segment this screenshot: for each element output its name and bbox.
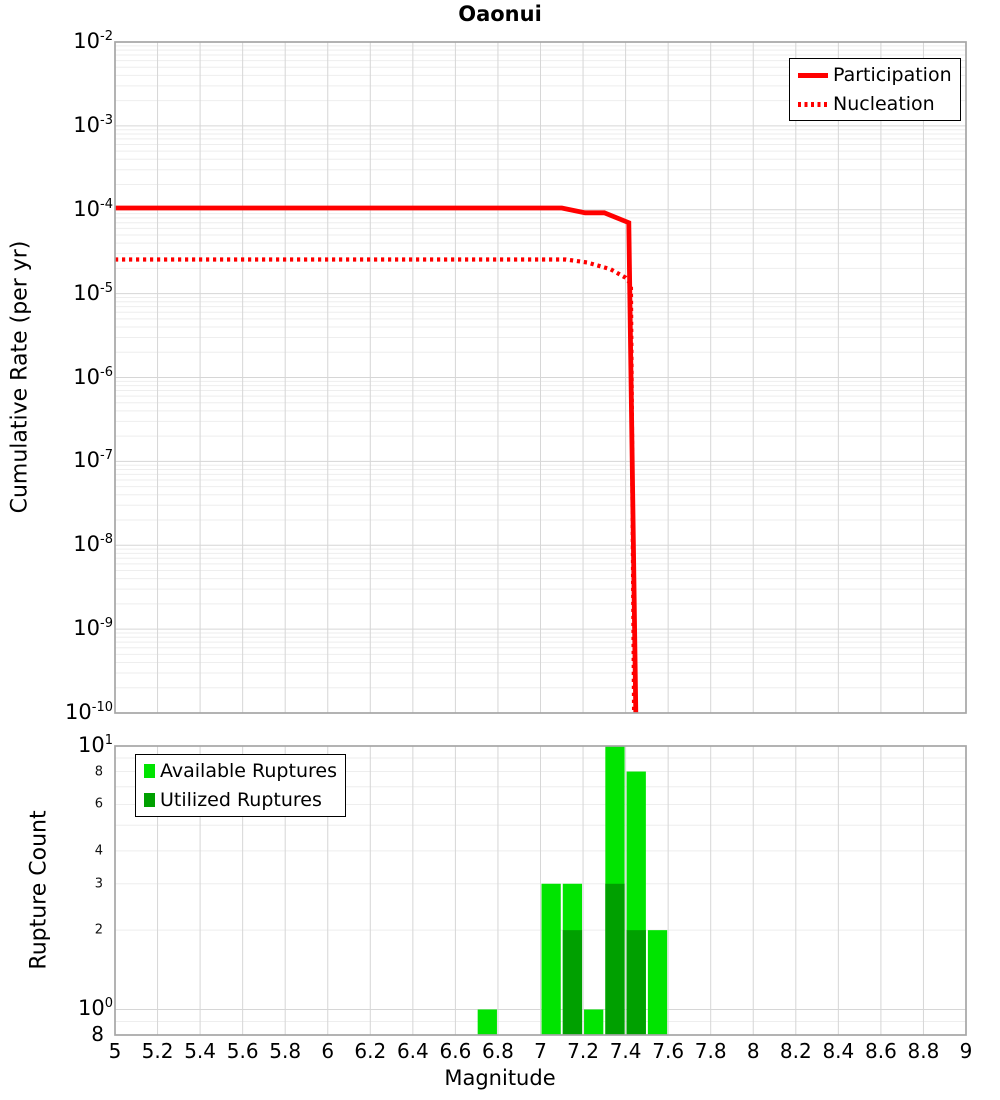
bottom-y-minor-tick-label: 6 [94, 796, 103, 812]
utilized-bar [562, 930, 583, 1035]
x-tick-label: 8.4 [822, 1039, 855, 1063]
x-tick-label: 7.4 [609, 1039, 642, 1063]
x-tick-label: 5.6 [226, 1039, 259, 1063]
legend-label-utilized: Utilized Ruptures [160, 789, 322, 811]
available-bar [477, 1009, 497, 1035]
top-y-tick-label: 10-7 [73, 448, 113, 473]
participation-line [115, 205, 639, 713]
top-y-tick-label: 10-2 [73, 29, 113, 54]
available-bar [541, 883, 561, 1035]
x-tick-label: 9 [959, 1039, 973, 1063]
utilized-bar [626, 930, 646, 1035]
bottom-y-axis-label: Rupture Count [26, 810, 52, 970]
utilized-ruptures-swatch [144, 793, 155, 807]
x-tick-label: 8 [746, 1039, 760, 1063]
x-tick-label: 6.6 [439, 1039, 472, 1063]
x-tick-label: 7.8 [694, 1039, 727, 1063]
top-y-tick-label: 10-3 [73, 112, 113, 137]
top-y-tick-label: 10-10 [65, 700, 113, 725]
rate-lines [115, 205, 639, 713]
top-y-tick-label: 10-5 [73, 280, 113, 305]
bottom-y-minor-tick-label: 8 [94, 764, 103, 780]
bottom-y-minor-tick-label: 3 [94, 876, 103, 892]
legend-label-participation: Participation [833, 64, 952, 86]
top-y-axis-label: Cumulative Rate (per yr) [7, 240, 33, 514]
top-y-tick-label: 10-4 [73, 196, 113, 221]
participation-line-swatch [798, 72, 828, 78]
nucleation-line [115, 257, 637, 713]
x-tick-label: 6.8 [482, 1039, 514, 1063]
x-tick-label: 8.2 [779, 1039, 812, 1063]
x-tick-label: 6.2 [354, 1039, 387, 1063]
x-tick-label: 5.8 [269, 1039, 302, 1063]
legend-rate-series: Participation Nucleation [789, 58, 961, 121]
legend-item-available: Available Ruptures [144, 760, 337, 782]
utilized-bar [605, 883, 625, 1035]
plot-frames [114, 41, 967, 1036]
available-bar [584, 1009, 604, 1035]
x-tick-label: 7 [534, 1039, 547, 1063]
top-y-tick-label: 10-8 [73, 532, 113, 557]
x-tick-label: 7.2 [567, 1039, 599, 1063]
rupture-bars [477, 746, 668, 1035]
x-tick-label: 7.6 [652, 1039, 685, 1063]
legend-label-available: Available Ruptures [160, 760, 337, 782]
legend-item-nucleation: Nucleation [798, 93, 952, 115]
bottom-y-sub-tick-label: 8 [91, 1022, 104, 1046]
x-tick-label: 5 [108, 1039, 122, 1063]
legend-item-utilized: Utilized Ruptures [144, 789, 337, 811]
nucleation-line-swatch [798, 101, 828, 107]
x-tick-label: 8.8 [907, 1039, 940, 1063]
x-axis-label: Magnitude [444, 1066, 556, 1090]
legend-rupture-series: Available Ruptures Utilized Ruptures [135, 754, 346, 817]
x-tick-label: 6 [321, 1039, 335, 1063]
bottom-y-minor-tick-label: 4 [94, 843, 103, 859]
top-y-tick-label: 10-6 [73, 364, 113, 389]
top-y-tick-label: 10-9 [73, 616, 113, 641]
chart-title: Oaonui [458, 2, 542, 26]
bottom-y-tick-label: 101 [77, 733, 113, 758]
grid-major [115, 41, 966, 1035]
legend-item-participation: Participation [798, 64, 952, 86]
x-tick-label: 5.4 [184, 1039, 216, 1063]
legend-label-nucleation: Nucleation [833, 93, 935, 115]
available-bar [647, 930, 668, 1035]
x-tick-label: 8.6 [864, 1039, 897, 1063]
bottom-y-tick-label: 100 [77, 996, 113, 1021]
x-tick-label: 5.2 [141, 1039, 174, 1063]
bottom-y-minor-tick-label: 2 [94, 922, 103, 938]
x-tick-label: 6.4 [396, 1039, 429, 1063]
available-ruptures-swatch [144, 764, 155, 778]
